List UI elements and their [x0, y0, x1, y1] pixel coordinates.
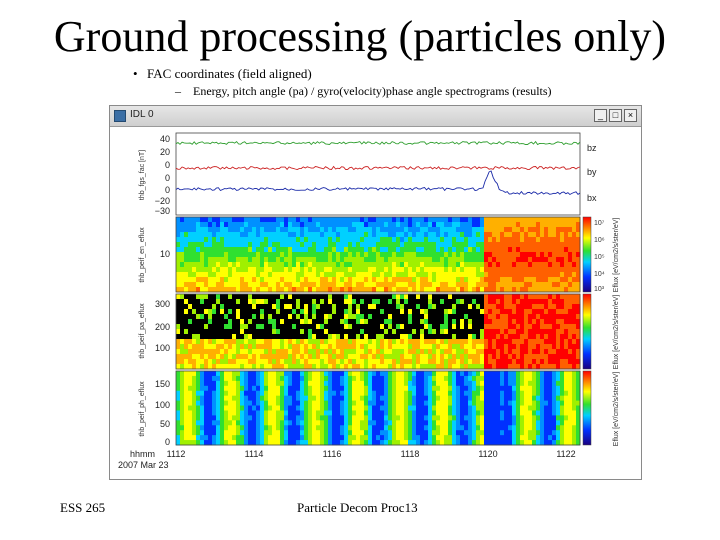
cbar-tick-4: 10³ [594, 286, 605, 293]
window-title: IDL 0 [130, 109, 154, 120]
panel2-spectrogram [176, 217, 581, 293]
footer-course: ESS 265 [60, 500, 106, 515]
field-trace [175, 140, 581, 146]
p3-ytick-1: 200 [155, 322, 170, 332]
field-trace [175, 170, 581, 196]
cbar-tick-2: 10⁵ [594, 254, 605, 261]
cbar-tick-0: 10⁷ [594, 220, 605, 227]
bullet-text: FAC coordinates (field aligned) [147, 66, 312, 81]
p1-ytick-5: −20 [155, 196, 170, 206]
panel3-frame [175, 293, 581, 370]
panel3-spectrogram [176, 294, 581, 370]
p2-ylabel: thb_peif_en_eflux [139, 227, 146, 283]
p1-ytick-0: 40 [160, 134, 170, 144]
bullet-fac: • FAC coordinates (field aligned) [133, 66, 312, 82]
colorbar-energy [582, 216, 592, 293]
maximize-button[interactable]: □ [609, 109, 622, 122]
window-titlebar[interactable]: IDL 0 _ □ × [110, 106, 641, 127]
cbar-tick-3: 10⁴ [594, 271, 605, 278]
panel2-frame [175, 216, 581, 293]
x-tick-3: 1118 [401, 449, 420, 459]
legend-bx: bx [587, 193, 597, 203]
panel4-spectrogram [176, 371, 581, 446]
cbar-label-gyro: Eflux [eV/cm2/s/ster/eV] [613, 372, 620, 447]
x-label-hhmm: hhmm [130, 449, 155, 459]
x-label-date: 2007 Mar 23 [118, 460, 169, 470]
p1-ytick-3: 0 [165, 173, 170, 183]
sub-bullet-spectrograms: – Energy, pitch angle (pa) / gyro(velocit… [175, 84, 552, 99]
close-button[interactable]: × [624, 109, 637, 122]
x-tick-1: 1114 [245, 449, 264, 459]
cbar-tick-1: 10⁶ [594, 237, 605, 244]
bullet-dot: • [133, 66, 138, 81]
p1-ytick-4: 0 [165, 185, 170, 195]
x-tick-5: 1122 [556, 449, 575, 459]
field-trace [175, 165, 581, 171]
sub-bullet-dash: – [175, 84, 181, 98]
x-tick-2: 1116 [323, 449, 342, 459]
p4-ytick-2: 50 [160, 419, 170, 429]
p4-ytick-1: 100 [155, 400, 170, 410]
legend-by: by [587, 167, 597, 177]
p2-ytick: 10 [160, 249, 170, 259]
p1-ytick-2: 0 [165, 160, 170, 170]
colorbar-pitch [582, 293, 592, 370]
p3-ytick-2: 100 [155, 343, 170, 353]
legend-bz: bz [587, 143, 597, 153]
panel4-frame [175, 370, 581, 446]
p3-ytick-0: 300 [155, 299, 170, 309]
panel1-lines [175, 140, 581, 196]
x-tick-0: 1112 [167, 449, 186, 459]
x-tick-4: 1120 [478, 449, 497, 459]
idl-window[interactable]: IDL 0 _ □ × 40 20 0 0 0 −20 −30 thb_fgs_… [109, 105, 642, 480]
p1-ytick-6: −30 [155, 206, 170, 216]
p1-ylabel: thb_fgs_fac [nT] [139, 150, 146, 200]
cbar-label-pitch: Eflux [eV/cm2/s/ster/eV] [613, 295, 620, 370]
footer-title: Particle Decom Proc13 [297, 500, 418, 515]
p4-ytick-0: 150 [155, 379, 170, 389]
p4-ytick-3: 0 [165, 437, 170, 447]
colorbar-gyro [582, 370, 592, 446]
p3-ylabel: thb_peif_pa_eflux [139, 303, 146, 359]
tplot-figure: 40 20 0 0 0 −20 −30 thb_fgs_fac [nT] bz … [118, 132, 620, 470]
idl-app-icon [114, 110, 126, 122]
slide-title: Ground processing (particles only) [53, 12, 667, 61]
sub-bullet-text: Energy, pitch angle (pa) / gyro(velocity… [193, 84, 552, 98]
p1-ytick-1: 20 [160, 147, 170, 157]
minimize-button[interactable]: _ [594, 109, 607, 122]
p4-ylabel: thb_peif_ph_eflux [139, 381, 146, 437]
cbar-label-energy: Eflux [eV/cm2/s/ster/eV] [613, 218, 620, 293]
panel1-frame [175, 132, 581, 216]
